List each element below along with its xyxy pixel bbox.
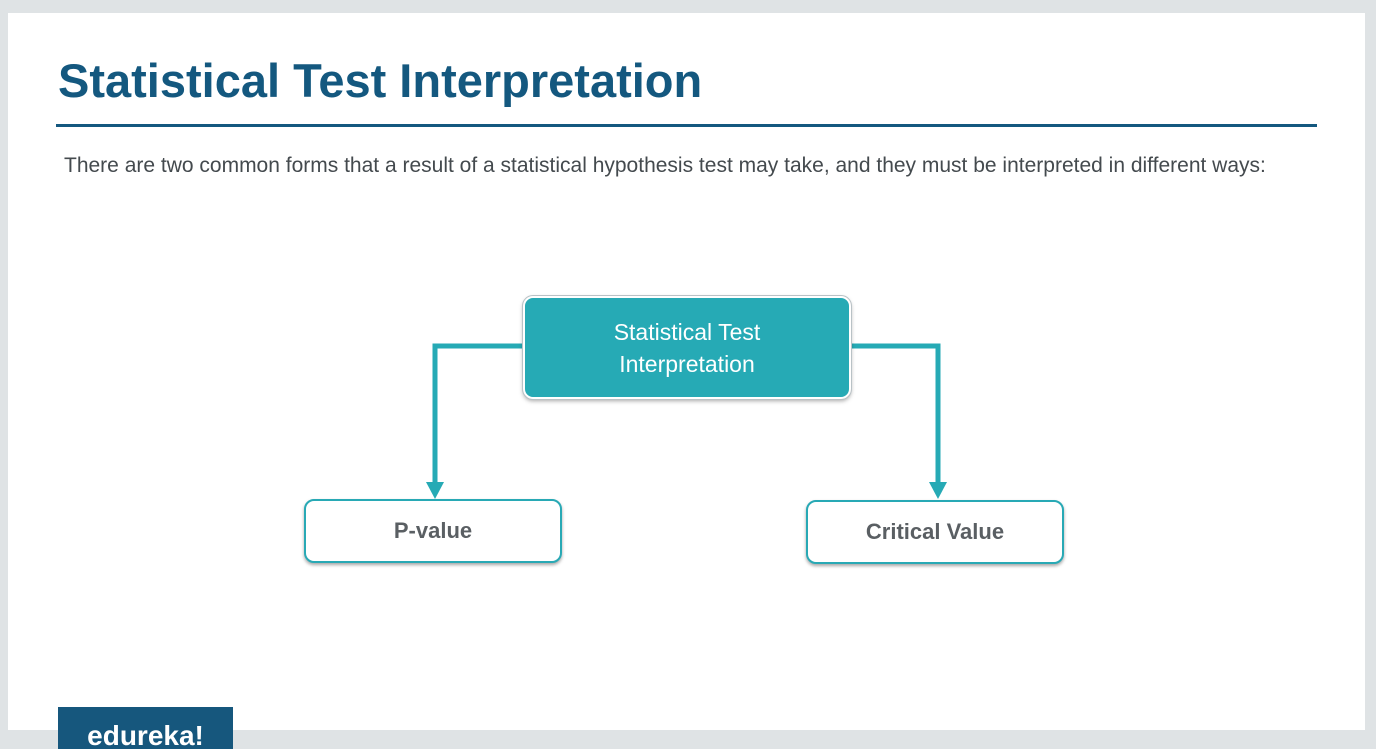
page-title: Statistical Test Interpretation: [58, 54, 703, 107]
connector-left: [432, 343, 523, 487]
arrowhead-right: [929, 482, 947, 499]
arrowhead-left: [426, 482, 444, 499]
title-divider: [56, 124, 1317, 127]
slide: Statistical Test Interpretation There ar…: [8, 13, 1365, 730]
diagram-connectors: [426, 343, 947, 499]
diagram-node-label: P-value: [393, 518, 473, 543]
diagram-root-node: Statistical Test Interpretation: [522, 295, 852, 400]
connector-right: [847, 343, 941, 487]
diagram-root-label: Statistical Test Interpretation: [613, 318, 761, 377]
diagram-node-p-value: P-value: [304, 499, 562, 563]
brand-logo: edureka!: [58, 707, 233, 749]
diagram-node-label: Critical Value: [865, 519, 1005, 544]
body-paragraph: There are two common forms that a result…: [64, 154, 1266, 177]
diagram-node-critical-value: Critical Value: [806, 500, 1064, 564]
